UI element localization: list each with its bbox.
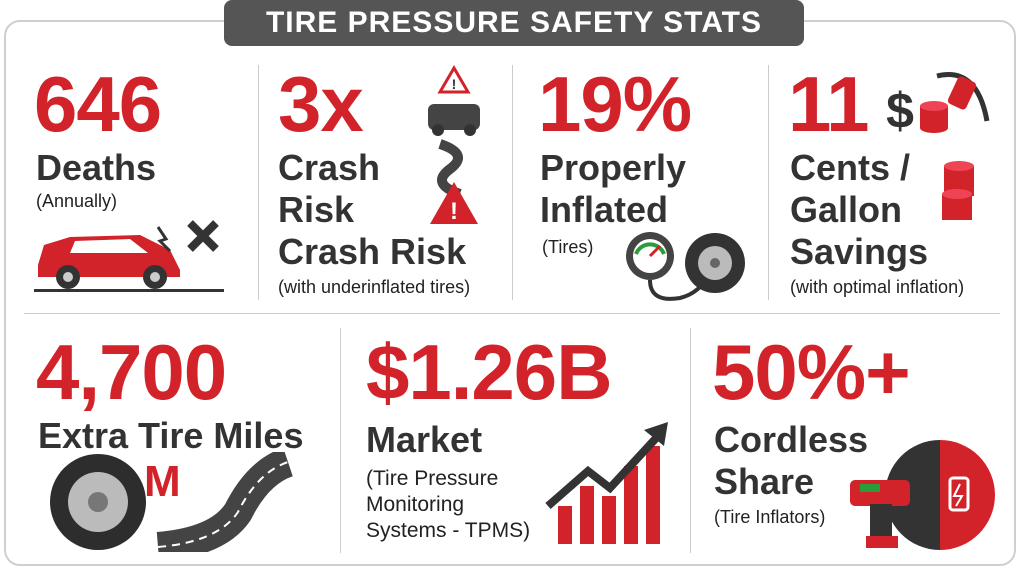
stat-number: 19% (538, 60, 692, 148)
stat-number: 3x (278, 60, 364, 148)
svg-text:$: $ (886, 83, 914, 139)
title: TIRE PRESSURE SAFETY STATS (224, 0, 804, 46)
inflator-pie-icon (850, 440, 995, 550)
gauge-tire-icon (626, 232, 745, 301)
stat-number: 11 (788, 60, 869, 148)
icon-text: M (144, 457, 181, 506)
warning-road-icon: ! ! (428, 65, 480, 225)
stat-label: Share (714, 461, 815, 502)
stat-note: (Tires) (542, 237, 594, 257)
divider (768, 65, 769, 300)
stat-number: 4,700 (36, 328, 227, 416)
stat-label: Savings (790, 231, 929, 272)
coins-pump-icon: $ (886, 72, 990, 220)
stat-label: Crash (278, 147, 381, 188)
stat-label: Cents / (790, 147, 911, 188)
stat-note: Monitoring (366, 493, 465, 516)
stat-note: (Annually) (36, 191, 118, 211)
stat-note: (with optimal inflation) (790, 277, 965, 297)
divider (340, 328, 341, 553)
stat-number: 646 (34, 60, 162, 148)
stat-number: 50%+ (712, 328, 911, 416)
stat-note: Systems - TPMS) (366, 519, 531, 542)
stat-label: Extra Tire Miles (38, 415, 304, 456)
stat-note: (Tire Pressure (366, 467, 499, 490)
divider (24, 313, 1000, 314)
svg-text:!: ! (452, 76, 457, 92)
stat-label: Risk (278, 189, 355, 230)
divider (690, 328, 691, 553)
stat-label: Gallon (790, 189, 903, 230)
divider (512, 65, 513, 300)
stat-label: Market (366, 419, 483, 460)
stat-note: (Tire Inflators) (714, 507, 826, 527)
divider (258, 65, 259, 300)
stat-label: Cordless (714, 419, 869, 460)
stat-label: Deaths (36, 147, 157, 188)
stat-label: Inflated (540, 189, 669, 230)
tire-road-icon (50, 452, 294, 552)
svg-text:!: ! (450, 198, 458, 225)
stat-number: $1.26B (366, 328, 613, 416)
stat-note: (with underinflated tires) (278, 277, 471, 297)
stat-label: Crash Risk (278, 231, 467, 272)
stat-label: Properly (540, 147, 687, 188)
growth-chart-icon (545, 422, 668, 544)
car-crash-icon (34, 220, 224, 292)
